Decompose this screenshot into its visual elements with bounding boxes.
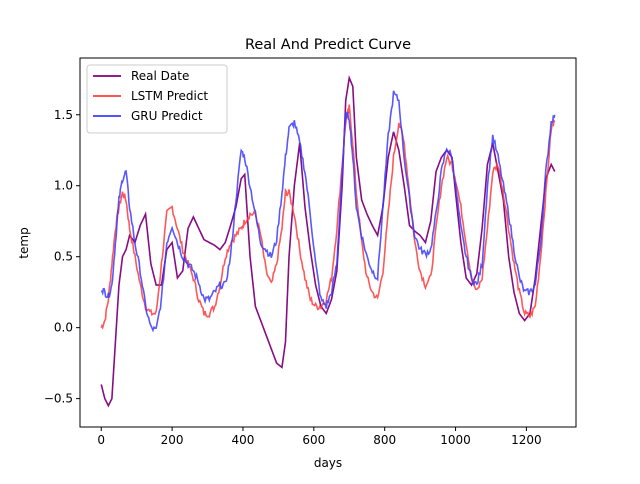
- series-line-3: [100, 90, 556, 333]
- y-tick-label: 0.5: [54, 250, 73, 264]
- y-tick-label: 1.5: [54, 108, 73, 122]
- x-tick-label: 200: [161, 433, 184, 447]
- y-tick-label: 1.0: [54, 179, 73, 193]
- series-layer: [100, 74, 556, 408]
- legend-label-3: GRU Predict: [131, 109, 203, 123]
- x-tick-label: 800: [373, 433, 396, 447]
- chart-title: Real And Predict Curve: [245, 37, 411, 53]
- y-axis-label: temp: [17, 227, 31, 258]
- x-tick-label: 1000: [440, 433, 471, 447]
- x-axis-label: days: [314, 456, 342, 470]
- x-tick-label: 1200: [511, 433, 542, 447]
- legend-label-2: LSTM Predict: [131, 89, 208, 103]
- x-tick-label: 400: [232, 433, 255, 447]
- x-tick-label: 600: [302, 433, 325, 447]
- x-tick-label: 0: [97, 433, 105, 447]
- legend: Real Date LSTM Predict GRU Predict: [86, 64, 228, 134]
- y-tick-label: 0.0: [54, 321, 73, 335]
- plot-frame: [79, 57, 577, 428]
- axes-layer: 0 200 400 600 800 1000 1200 −0.5 0.0 0.5 1.0 1.5: [44, 108, 542, 447]
- y-tick-label: −0.5: [44, 392, 73, 406]
- legend-box: [86, 64, 228, 134]
- legend-label-1: Real Date: [131, 69, 189, 83]
- series-line-1: [100, 74, 556, 408]
